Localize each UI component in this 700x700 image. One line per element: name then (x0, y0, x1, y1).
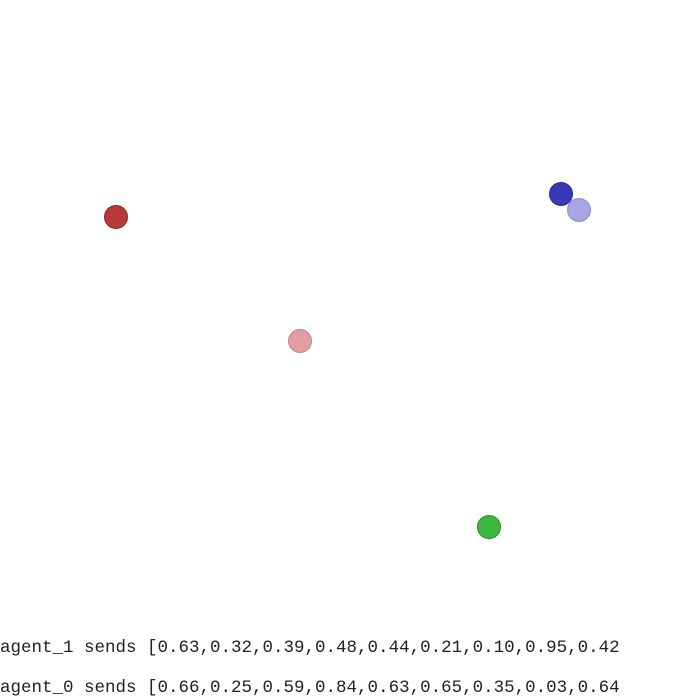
agent-red (104, 205, 128, 229)
landmark-light-blue (567, 198, 591, 222)
message-agent-0: agent_0 sends [0.66,0.25,0.59,0.84,0.63,… (0, 678, 620, 698)
landmark-light-red (288, 329, 312, 353)
landmark-green (477, 515, 501, 539)
agent-blue (549, 182, 573, 206)
message-agent-1: agent_1 sends [0.63,0.32,0.39,0.48,0.44,… (0, 638, 620, 658)
